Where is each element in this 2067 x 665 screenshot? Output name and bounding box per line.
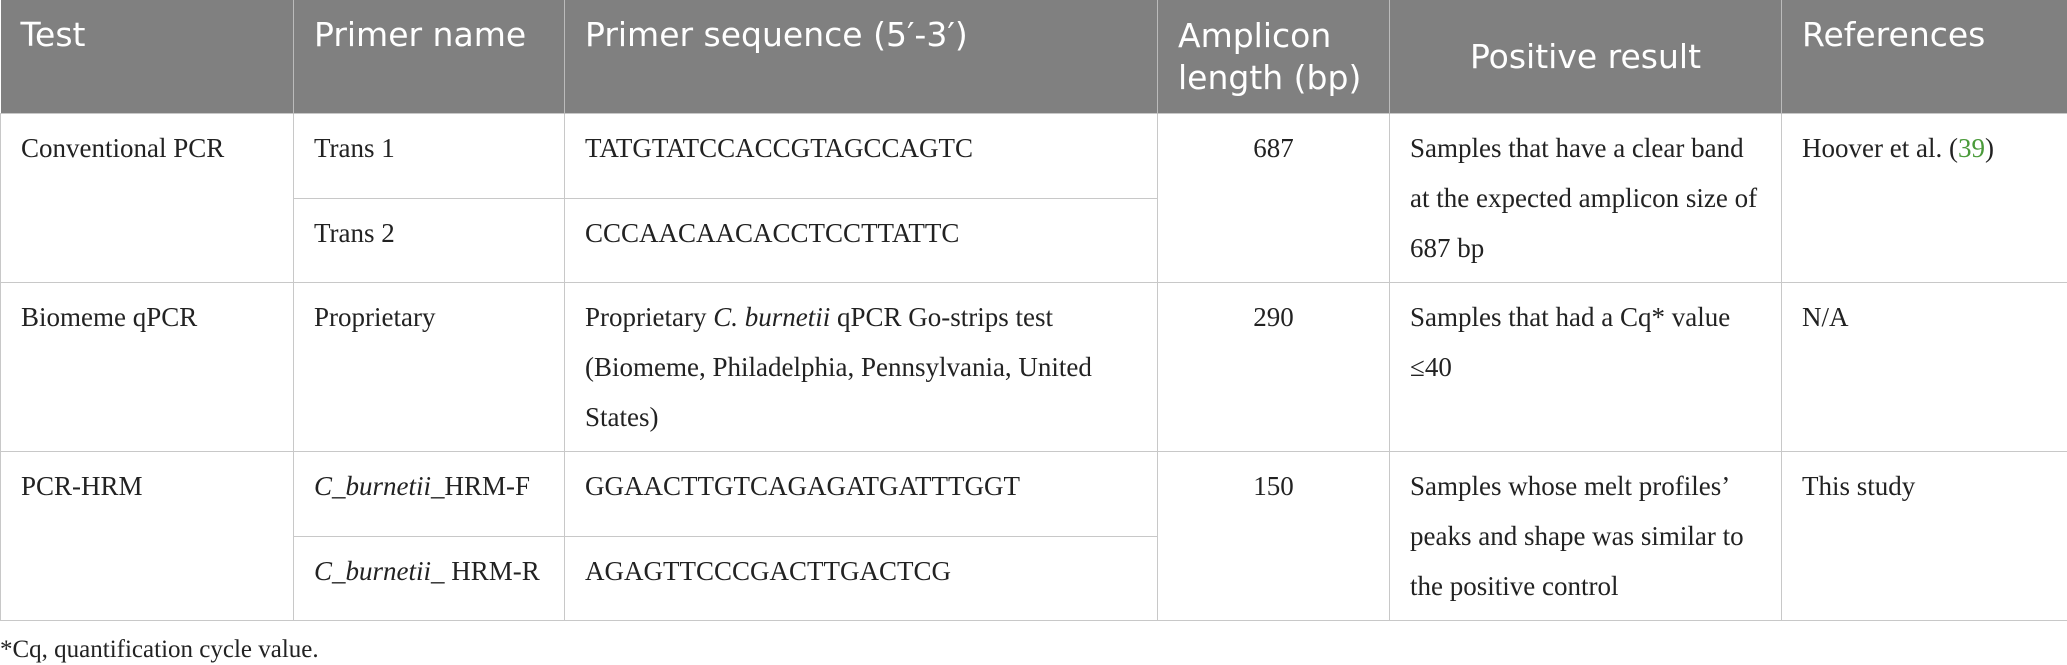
table-row: C_burnetii_ HRM-R AGAGTTCCCGACTTGACTCG [1,535,2067,621]
result-cell: Samples that had a Cq* value ≤40 [1389,282,1782,452]
table-row: Trans 2 CCCAACAACACCTCCTTATTC [1,197,2067,283]
column-header: Test [0,0,294,114]
text-segment: Hoover et al. ( [1802,133,1958,163]
reference-cell: This study [1781,451,2067,621]
table-row: Biomeme qPCR Proprietary Proprietary C. bu… [0,282,2067,452]
primer-name-cell: C_burnetii_HRM-F [293,451,565,537]
column-header: Amplicon length (bp) [1157,0,1390,114]
text-segment: C. burnetii [713,302,831,332]
reference-link[interactable]: 39 [1957,133,1985,163]
primer-name-cell: Trans 2 [293,197,565,283]
primer-name-cell: Trans 1 [293,113,565,199]
test-cell: PCR-HRM [0,451,294,621]
amplicon-cell: 290 [1157,282,1390,452]
footnote: *Cq, quantification cycle value. [0,636,319,663]
text-segment: Trans 1 [314,133,395,163]
primer-sequence-cell: GGAACTTGTCAGAGATGATTTGGT [564,451,1158,537]
test-cell: Conventional PCR [0,113,294,283]
result-cell: Samples that have a clear band at the ex… [1389,113,1782,283]
test-cell: Biomeme qPCR [0,282,294,452]
primer-sequence-cell: TATGTATCCACCGTAGCCAGTC [564,113,1158,199]
reference-cell: N/A [1781,282,2067,452]
text-segment: Proprietary [314,302,436,332]
text-segment: C_burnetii [314,555,432,586]
primer-name-cell: Proprietary [293,282,565,452]
column-header: Primer name [293,0,565,114]
amplicon-cell: 687 [1157,113,1390,283]
table-body: Conventional PCR Trans 1 TATGTATCCACCGTAGC… [0,113,2067,621]
text-segment: This study [1802,471,1916,501]
primer-sequence-cell: AGAGTTCCCGACTTGACTCG [564,535,1158,621]
text-segment: TATGTATCCACCGTAGCCAGTC [585,133,974,163]
reference-cell: Hoover et al. (39) [1781,113,2067,283]
column-header: References [1781,0,2067,114]
column-header: Positive result [1389,0,1782,114]
header-row: Test Primer name Primer sequence (5′-3′) Am… [0,0,2067,114]
column-header: Primer sequence (5′-3′) [564,0,1158,114]
text-segment: qPCR Go-strips test (Biomeme, Philadelph… [585,302,1092,432]
result-cell: Samples whose melt profiles’ peaks and s… [1389,451,1782,621]
primer-table: Test Primer name Primer sequence (5′-3′) Am… [0,0,2067,621]
table-row: Conventional PCR Trans 1 TATGTATCCACCGTAGC… [0,113,2067,283]
primer-sequence-cell: CCCAACAACACCTCCTTATTC [564,197,1158,283]
amplicon-cell: 150 [1157,451,1390,621]
primer-name-cell: C_burnetii_ HRM-R [293,535,565,621]
text-segment: GGAACTTGTCAGAGATGATTTGGT [585,471,1020,501]
text-segment: Proprietary [585,302,714,332]
text-segment: ) [1984,133,1994,163]
table-row: PCR-HRM C_burnetii_HRM-F GGAACTTGTCAGAGATG… [0,451,2067,621]
text-segment: Trans 2 [314,217,395,248]
text-segment: AGAGTTCCCGACTTGACTCG [585,555,952,586]
text-segment: CCCAACAACACCTCCTTATTC [585,217,960,248]
text-segment: C_burnetii [314,471,432,501]
text-segment: _HRM-F [431,471,531,501]
text-segment: N/A [1802,302,1849,332]
text-segment: _ HRM-R [431,555,540,586]
primer-sequence-cell: Proprietary C. burnetii qPCR Go-strips t… [564,282,1158,452]
